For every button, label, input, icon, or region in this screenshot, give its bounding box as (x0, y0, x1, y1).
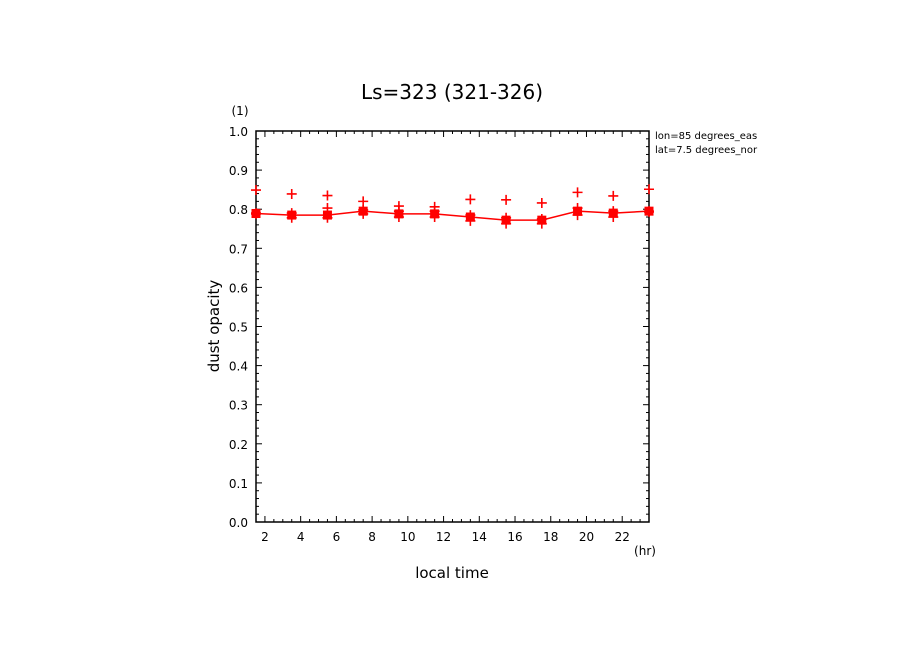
chart-title: Ls=323 (321-326) (361, 80, 543, 104)
y-tick-label: 0.5 (229, 321, 248, 335)
y-tick-label: 1.0 (229, 125, 248, 139)
x-tick-label: 22 (615, 530, 630, 544)
y-tick-label: 0.1 (229, 477, 248, 491)
mean-opacity-line (255, 210, 650, 221)
series-layer (251, 184, 654, 229)
axis-ticks (256, 130, 650, 523)
plot-frame (255, 130, 650, 523)
x-tick-label: 2 (261, 530, 269, 544)
x-tick-label: 16 (507, 530, 522, 544)
opacity-plus-marker (322, 203, 333, 214)
x-tick-label: 8 (368, 530, 376, 544)
y-tick-label: 0.2 (229, 438, 248, 452)
opacity-plus-marker (572, 210, 583, 221)
opacity-plus-marker (358, 208, 369, 219)
opacity-plus-marker (251, 208, 261, 219)
opacity-plus-marker (608, 212, 619, 223)
x-axis-label: local time (415, 564, 489, 582)
opacity-plus-marker (286, 188, 297, 199)
y-tick-label: 0.6 (229, 281, 248, 295)
opacity-plus-marker (608, 190, 619, 201)
x-tick-label: 6 (333, 530, 341, 544)
y-axis-label: dust opacity (205, 280, 223, 373)
opacity-plus-marker (644, 184, 654, 195)
x-tick-label: 20 (579, 530, 594, 544)
opacity-plus-marker (429, 212, 440, 223)
y-tick-label: 0.4 (229, 360, 248, 374)
opacity-plus-marker (322, 190, 333, 201)
opacity-plus-marker (358, 196, 369, 207)
opacity-plus-marker (286, 212, 297, 223)
x-tick-label: 10 (400, 530, 415, 544)
y-tick-label: 0.7 (229, 242, 248, 256)
x-tick-label: 4 (297, 530, 305, 544)
x-unit-label: (hr) (634, 544, 656, 558)
opacity-plus-marker (536, 218, 547, 229)
opacity-plus-marker (251, 185, 261, 196)
opacity-plus-marker (322, 212, 333, 223)
y-tick-label: 0.3 (229, 399, 248, 413)
opacity-plus-marker (644, 206, 654, 217)
annotation-lat: lat=7.5 degrees_nor (655, 145, 758, 156)
opacity-plus-marker (465, 215, 476, 226)
opacity-plus-marker (501, 218, 512, 229)
x-tick-label: 12 (436, 530, 451, 544)
opacity-plus-marker (572, 187, 583, 198)
x-tick-label: 14 (472, 530, 487, 544)
opacity-plus-marker (465, 194, 476, 205)
opacity-plus-marker (501, 194, 512, 205)
x-tick-label: 18 (543, 530, 558, 544)
annotation-lon: lon=85 degrees_eas (655, 131, 757, 142)
y-unit-label: (1) (232, 104, 249, 118)
opacity-plus-marker (393, 212, 404, 223)
y-tick-label: 0.0 (229, 516, 248, 530)
y-tick-label: 0.8 (229, 203, 248, 217)
axis-tick-labels: 0.0 0.1 0.2 0.3 0.4 0.5 0.6 0.7 0.8 0.9 1.0 2 4 6 8 10 1… (229, 125, 630, 544)
opacity-plus-marker (536, 197, 547, 208)
y-tick-label: 0.9 (229, 164, 248, 178)
